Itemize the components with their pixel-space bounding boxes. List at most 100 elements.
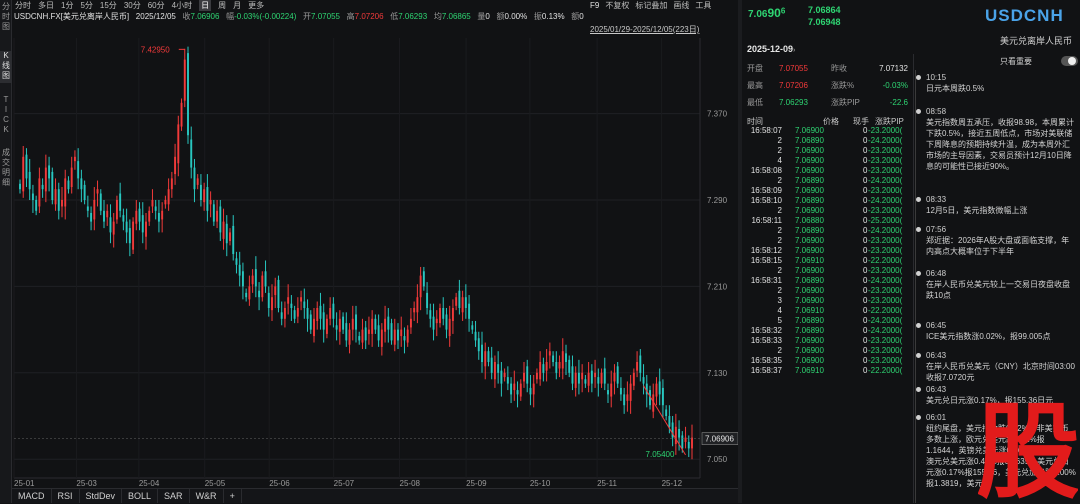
indicator-tab-sar[interactable]: SAR [158,489,190,503]
candle-body [590,370,593,384]
tick-change: -23.2000( [868,146,903,155]
news-dot-icon [916,353,921,358]
period-tab-5[interactable]: 30分 [123,1,141,10]
news-item[interactable]: 10:15 日元本周跌0.5% [916,72,1076,94]
period-toolbar: 分时 多日 1分 5分 15分 30分 60分 4小时日周月更多 [12,0,738,11]
candle-body [632,372,635,386]
stat-value: 7.07206 [779,81,808,90]
candle-body [574,372,577,388]
tick-change: -23.2000( [868,336,903,345]
news-item[interactable]: 06:45 ICE美元指数涨0.02%，报99.005点 [916,320,1076,342]
vtab-kline[interactable]: K 线 图 [0,51,12,83]
tick-row: 2 7.06900 0 -23.2000( [747,236,912,246]
news-text: 在岸人民币兑美元较上一交易日夜盘收盘跌10点 [926,280,1070,300]
candle-body [397,329,399,341]
candle-body [212,204,215,222]
candle-body [380,329,383,347]
candlestick-chart[interactable]: 7.050 7.130 7.210 7.290 7.370 25-01 25-03 25-04… [0,0,738,488]
quote-date-chevron-icon[interactable]: › [793,47,796,54]
price-big-digits: 90 [767,6,781,20]
period-tab-8[interactable]: 日 [199,0,212,11]
date-range-link[interactable]: 2025/01/29-2025/12/05(223日) [590,25,700,34]
indicator-tab-boll[interactable]: BOLL [122,489,159,503]
news-item[interactable]: 06:43 美元兑日元涨0.17%，报155.36日元 [916,384,1076,406]
y-tick-label: 7.050 [707,455,728,464]
candle-body [367,329,370,334]
period-tab-0[interactable]: 分时 [15,1,31,10]
tick-volume: 0 [863,206,868,215]
tick-time: 16:58:37 [750,366,782,375]
vtab-trade-detail[interactable]: 成 交 明 细 [2,148,10,187]
period-tab-11[interactable]: 更多 [248,1,265,10]
add-indicator-button[interactable]: + [224,489,242,503]
tool-item-0[interactable]: F9 [590,1,600,10]
period-tab-3[interactable]: 5分 [80,1,93,10]
tick-row: 16:58:12 7.06900 0 -23.2000( [747,246,912,256]
tick-time: 16:58:35 [750,356,782,365]
candle-body [487,351,490,362]
candle-body [374,318,377,330]
candle-body [610,383,613,397]
news-dot-icon [916,271,921,276]
indicator-tab-stddev[interactable]: StdDev [80,489,123,503]
tool-item-4[interactable]: 工具 [695,1,712,10]
tool-item-2[interactable]: 标记叠加 [635,1,668,10]
tool-item-3[interactable]: 画线 [673,1,690,10]
news-text: 郑近据：2026年A股大盘或面临支撑，年内高点大概率位于下半年 [926,236,1070,256]
indicator-tab-rsi[interactable]: RSI [52,489,80,503]
news-feed[interactable]: 10:15 日元本周跌0.5% 08:58 美元指数周五承压，收报98.98，本周累计… [913,54,1080,503]
ohlc-info-bar: USDCNH.FX[美元兑离岸人民币] 2025/12/05 收7.06906 … [12,11,738,23]
stat-value: 7.07132 [879,64,908,73]
candle-body [161,210,164,220]
candle-body [665,409,668,416]
period-tab-4[interactable]: 15分 [99,1,117,10]
period-tab-7[interactable]: 4小时 [171,1,193,10]
tick-price: 7.06890 [795,136,824,145]
candle-body [548,351,551,356]
vtab-timeshare[interactable]: 分 时 图 [2,2,10,31]
tick-volume: 0 [863,126,868,135]
candle-body [51,171,54,200]
ticks-list[interactable]: 16:58:07 7.06900 0 -23.2000(2 7.06890 0 -24.20… [747,126,912,376]
tick-volume: 0 [863,366,868,375]
candle-body [623,394,626,406]
tick-volume: 0 [863,156,868,165]
period-tab-2[interactable]: 1分 [61,1,74,10]
news-item[interactable]: 06:43 在岸人民币兑美元（CNY）北京时间03:00收报7.0720元 [916,350,1076,383]
candle-body [216,210,219,222]
candle-body [141,215,144,233]
candle-body [539,362,542,380]
important-only-toggle[interactable] [1061,56,1078,66]
y-tick-label: 7.210 [707,282,728,291]
stat-label: 涨跌PIP [831,98,860,107]
candle-body [306,308,309,319]
period-tab-1[interactable]: 多日 [38,1,54,10]
news-item[interactable]: 07:56 郑近据：2026年A股大盘或面临支撑，年内高点大概率位于下半年 [916,224,1076,257]
candle-body [261,275,264,298]
candle-body [170,178,173,190]
news-item[interactable]: 08:33 12月5日，美元指数微幅上涨 [916,194,1076,216]
period-tab-10[interactable]: 月 [233,1,242,10]
stat-label: 最低 [747,98,763,107]
indicator-tab-macd[interactable]: MACD [12,489,52,503]
news-time: 06:43 [926,385,947,394]
period-tab-6[interactable]: 60分 [147,1,165,10]
candle-body [19,183,21,190]
tick-volume: 0 [863,176,868,185]
candle-body [519,383,522,397]
panel-resize-handle[interactable] [738,0,742,503]
period-tab-9[interactable]: 周 [218,1,227,10]
tick-price: 7.06890 [795,176,824,185]
news-item[interactable]: 08:58 美元指数周五承压，收报98.98，本周累计下跌0.5%，接近五周低点，… [916,106,1076,172]
vtab-tick[interactable]: T I C K [3,95,9,134]
tool-item-1[interactable]: 不复权 [605,1,630,10]
indicator-tab-wr[interactable]: W&R [190,489,224,503]
candle-body [54,189,57,205]
news-item[interactable]: 06:48 在岸人民币兑美元较上一交易日夜盘收盘跌10点 [916,268,1076,301]
tick-volume: 0 [863,166,868,175]
candle-body [471,325,474,330]
news-item[interactable]: 06:01 纽约尾盘，美元指数跌0.02%，非美货币多数上涨，欧元兑美元跌0.01… [916,412,1076,489]
tick-time: 3 [777,296,782,305]
avg-value: 7.06865 [441,12,471,21]
candle-body [361,329,364,343]
